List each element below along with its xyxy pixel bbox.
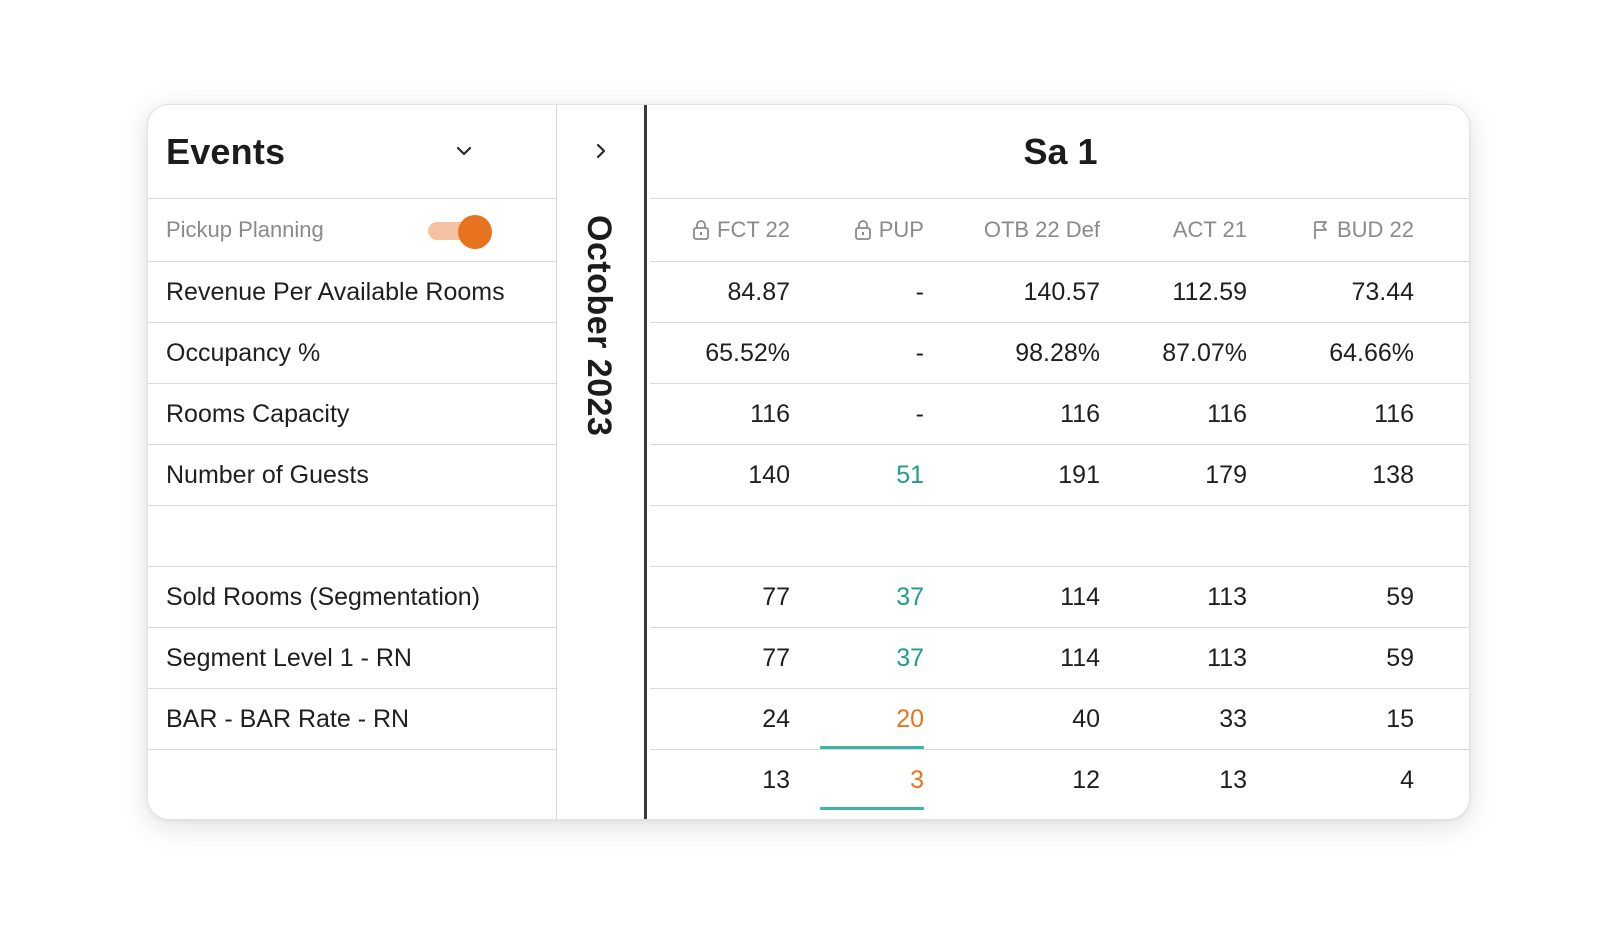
value-cell-otb-22-def: 114 [1060, 644, 1100, 672]
metric-label: Occupancy % [166, 338, 321, 367]
value-cell-bud-22: 15 [1386, 705, 1414, 733]
metric-row[interactable]: Rooms Capacity [148, 384, 556, 445]
pickup-planning-row: Pickup Planning [148, 199, 556, 262]
value-cell-fct-22: 77 [762, 583, 790, 611]
column-header-label: BUD 22 [1336, 217, 1414, 242]
value-cell-act-21: 87.07% [1162, 339, 1247, 367]
value-cell-fct-22: 140 [748, 461, 790, 489]
table-row: 116 - 116 116 116 [650, 384, 1469, 445]
metric-label: Sold Rooms (Segmentation) [166, 582, 481, 611]
value-cell-bud-22: 59 [1386, 583, 1414, 611]
table-row: 13 3 12 13 4 [650, 750, 1469, 811]
metric-label: BAR - BAR Rate - RN [166, 704, 410, 733]
table-row: 65.52% - 98.28% 87.07% 64.66% [650, 323, 1469, 384]
metric-label: Segment Level 1 - RN [166, 643, 412, 672]
value-cell-otb-22-def: 98.28% [1015, 339, 1100, 367]
month-label: October 2023 [580, 215, 618, 437]
value-cell-bud-22: 138 [1372, 461, 1414, 489]
metric-row[interactable]: BAR - BAR Rate - RN [148, 689, 556, 750]
value-cell-pup: - [915, 278, 924, 306]
value-cell-act-21: 113 [1207, 583, 1247, 611]
value-cell-fct-22: 24 [762, 705, 790, 733]
value-cell-bud-22: 64.66% [1329, 339, 1414, 367]
value-cell-pup[interactable]: 37 [896, 583, 924, 611]
toggle-knob [458, 215, 492, 249]
metric-row[interactable]: Segment Level 1 - RN [148, 628, 556, 689]
metric-row[interactable]: Number of Guests [148, 445, 556, 506]
value-cell-act-21: 112.59 [1172, 278, 1247, 306]
value-cell-act-21: 13 [1219, 766, 1247, 794]
table-row: 24 20 40 33 15 [650, 689, 1469, 750]
table-row: 140 51 191 179 138 [650, 445, 1469, 506]
value-cell-act-21: 116 [1207, 400, 1247, 428]
value-cell-fct-22: 116 [750, 400, 790, 428]
value-cell-otb-22-def: 140.57 [1023, 278, 1100, 306]
column-header-row: FCT 22 PUP OTB 22 Def ACT 21 BUD 22 [650, 199, 1469, 262]
value-cell-act-21: 33 [1219, 705, 1247, 733]
day-header: Sa 1 [650, 105, 1469, 199]
metric-row[interactable]: Revenue Per Available Rooms [148, 262, 556, 323]
column-header-label: OTB 22 Def [983, 217, 1100, 242]
value-cell-fct-22: 84.87 [727, 278, 790, 306]
column-header-otb-22-def[interactable]: OTB 22 Def [940, 217, 1100, 243]
chevron-right-icon[interactable] [593, 143, 609, 159]
metric-row [148, 750, 556, 811]
pickup-planning-toggle[interactable] [428, 215, 492, 249]
value-cell-bud-22: 73.44 [1351, 278, 1414, 306]
column-header-label: PUP [878, 217, 924, 242]
table-row: 77 37 114 113 59 [650, 567, 1469, 628]
value-cell-fct-22: 77 [762, 644, 790, 672]
table-row: 84.87 - 140.57 112.59 73.44 [650, 262, 1469, 323]
metric-label: Rooms Capacity [166, 399, 350, 428]
metric-label: Revenue Per Available Rooms [166, 277, 505, 306]
value-cell-fct-22: 13 [762, 766, 790, 794]
column-header-label: FCT 22 [717, 217, 790, 242]
forecast-card: Events Pickup Planning Revenue Per Avail… [147, 104, 1470, 820]
column-header-label: ACT 21 [1172, 217, 1247, 242]
value-cell-pup: - [915, 400, 924, 428]
lock-icon [693, 220, 709, 240]
value-cell-pup[interactable]: 20 [896, 705, 924, 733]
pickup-planning-label: Pickup Planning [166, 217, 324, 242]
value-cell-pup[interactable]: 37 [896, 644, 924, 672]
value-cell-pup[interactable]: 3 [910, 766, 924, 794]
value-cell-pup: - [915, 339, 924, 367]
value-cell-otb-22-def: 191 [1058, 461, 1100, 489]
metric-row[interactable]: Occupancy % [148, 323, 556, 384]
value-cell-fct-22: 65.52% [705, 339, 790, 367]
metric-row[interactable]: Sold Rooms (Segmentation) [148, 567, 556, 628]
pup-edit-underline [820, 746, 924, 749]
column-header-bud-22[interactable]: BUD 22 [1254, 217, 1414, 243]
events-header[interactable]: Events [148, 105, 556, 199]
value-cell-otb-22-def: 12 [1072, 766, 1100, 794]
chevron-down-icon[interactable] [456, 143, 472, 159]
value-cell-otb-22-def: 40 [1072, 705, 1100, 733]
value-cell-bud-22: 116 [1374, 400, 1414, 428]
day-title: Sa 1 [1023, 130, 1098, 172]
pup-edit-underline [820, 807, 924, 810]
column-header-pup[interactable]: PUP [764, 217, 924, 243]
lock-icon [854, 220, 871, 240]
value-cell-bud-22: 4 [1400, 766, 1414, 794]
value-cell-act-21: 113 [1207, 644, 1247, 672]
table-row [650, 506, 1469, 567]
value-cell-pup[interactable]: 51 [896, 461, 924, 489]
value-cell-act-21: 179 [1205, 461, 1247, 489]
value-cell-otb-22-def: 116 [1060, 400, 1100, 428]
column-header-fct-22[interactable]: FCT 22 [630, 217, 790, 243]
table-row: 77 37 114 113 59 [650, 628, 1469, 689]
column-header-act-21[interactable]: ACT 21 [1087, 217, 1247, 243]
metric-row [148, 506, 556, 567]
month-column: October 2023 [557, 105, 647, 819]
value-cell-otb-22-def: 114 [1060, 583, 1100, 611]
events-title: Events [166, 130, 286, 172]
metric-label: Number of Guests [166, 460, 369, 489]
flag-icon [1314, 221, 1327, 239]
data-grid: Sa 1 FCT 22 PUP OTB 22 Def ACT 21 BUD 22 84.… [650, 105, 1469, 819]
value-cell-bud-22: 59 [1386, 644, 1414, 672]
metrics-panel: Events Pickup Planning Revenue Per Avail… [148, 105, 557, 819]
